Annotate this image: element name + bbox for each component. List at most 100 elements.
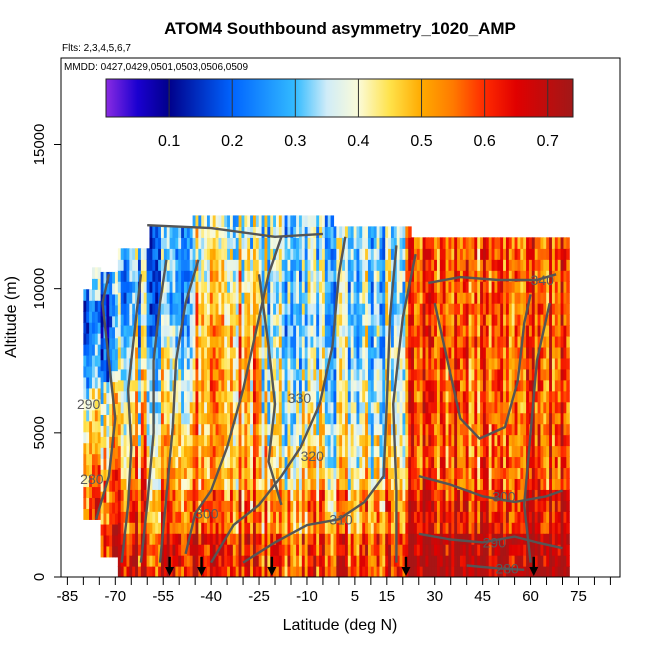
heatmap-cell	[376, 335, 381, 348]
heatmap-cell	[160, 500, 165, 512]
heatmap-cell	[112, 491, 116, 503]
heatmap-cell	[192, 533, 197, 545]
heatmap-cell	[290, 456, 294, 469]
heatmap-cell	[94, 354, 99, 367]
heatmap-cell	[195, 368, 199, 381]
heatmap-cell	[166, 314, 171, 326]
heatmap-cell	[238, 423, 243, 436]
heatmap-cell	[353, 533, 358, 545]
heatmap-cell	[143, 335, 148, 348]
heatmap-cell	[359, 489, 363, 501]
heatmap-cell	[287, 379, 291, 392]
heatmap-cell	[206, 500, 211, 512]
heatmap-cell	[287, 555, 291, 567]
heatmap-cell	[166, 335, 171, 348]
heatmap-cell	[494, 292, 498, 304]
heatmap-cell	[477, 434, 481, 447]
heatmap-cell	[86, 300, 90, 312]
heatmap-cell	[465, 259, 470, 271]
heatmap-cell	[126, 445, 130, 458]
heatmap-cell	[376, 500, 381, 512]
heatmap-cell	[379, 434, 383, 447]
heatmap-cell	[146, 281, 151, 293]
heatmap-cell	[227, 500, 231, 512]
heatmap-cell	[91, 475, 96, 488]
heatmap-cell	[218, 566, 222, 577]
heatmap-cell	[298, 259, 303, 271]
heatmap-cell	[480, 292, 484, 304]
heatmap-cell	[275, 314, 280, 326]
heatmap-cell	[482, 544, 487, 556]
heatmap-cell	[250, 555, 254, 567]
heatmap-cell	[528, 303, 533, 315]
heatmap-cell	[390, 226, 395, 238]
heatmap-cell	[362, 566, 366, 577]
heatmap-cell	[175, 412, 179, 425]
heatmap-cell	[333, 292, 337, 304]
heatmap-cell	[445, 522, 450, 534]
heatmap-cell	[342, 478, 346, 490]
heatmap-cell	[416, 237, 421, 249]
heatmap-cell	[517, 248, 521, 260]
heatmap-cell	[370, 325, 375, 337]
heatmap-cell	[457, 412, 461, 425]
heatmap-cell	[91, 289, 96, 301]
heatmap-cell	[347, 434, 352, 447]
heatmap-cell	[155, 248, 159, 260]
heatmap-cell	[442, 325, 447, 337]
heatmap-cell	[149, 346, 153, 359]
heatmap-cell	[457, 281, 461, 293]
heatmap-cell	[491, 533, 496, 545]
heatmap-cell	[434, 522, 438, 534]
heatmap-cell	[347, 423, 352, 436]
heatmap-cell	[491, 544, 496, 556]
heatmap-cell	[204, 456, 208, 469]
heatmap-cell	[508, 434, 513, 447]
heatmap-cell	[298, 248, 303, 260]
heatmap-cell	[485, 401, 490, 414]
heatmap-cell	[399, 511, 404, 523]
heatmap-cell	[198, 522, 202, 534]
heatmap-cell	[195, 511, 199, 523]
heatmap-cell	[359, 456, 363, 469]
heatmap-cell	[209, 401, 214, 414]
heatmap-cell	[275, 467, 280, 479]
heatmap-cell	[531, 335, 536, 348]
heatmap-cell	[158, 544, 162, 556]
heatmap-cell	[227, 390, 231, 403]
heatmap-cell	[324, 357, 329, 370]
heatmap-cell	[356, 292, 360, 304]
heatmap-cell	[359, 335, 363, 348]
heatmap-cell	[129, 544, 133, 556]
heatmap-cell	[324, 237, 329, 249]
heatmap-cell	[439, 434, 444, 447]
heatmap-cell	[379, 314, 383, 326]
heatmap-cell	[307, 303, 312, 315]
heatmap-cell	[540, 511, 544, 523]
heatmap-cell	[140, 314, 145, 326]
heatmap-cell	[511, 478, 516, 490]
heatmap-cell	[477, 555, 481, 567]
heatmap-cell	[264, 346, 268, 359]
heatmap-cell	[474, 434, 478, 447]
heatmap-cell	[353, 292, 358, 304]
heatmap-cell	[468, 478, 473, 490]
heatmap-cell	[399, 379, 404, 392]
heatmap-cell	[517, 259, 521, 271]
heatmap-cell	[324, 544, 329, 556]
heatmap-cell	[264, 303, 268, 315]
heatmap-cell	[459, 259, 464, 271]
heatmap-cell	[442, 566, 447, 577]
heatmap-cell	[195, 390, 199, 403]
heatmap-cell	[382, 478, 386, 490]
heatmap-cell	[434, 270, 438, 282]
heatmap-cell	[252, 357, 257, 370]
heatmap-cell	[439, 412, 444, 425]
heatmap-cell	[324, 566, 329, 577]
heatmap-cell	[462, 325, 467, 337]
heatmap-cell	[94, 344, 99, 356]
heatmap-cell	[442, 511, 447, 523]
heatmap-cell	[431, 346, 435, 359]
heatmap-cell	[514, 401, 519, 414]
heatmap-cell	[310, 325, 314, 337]
